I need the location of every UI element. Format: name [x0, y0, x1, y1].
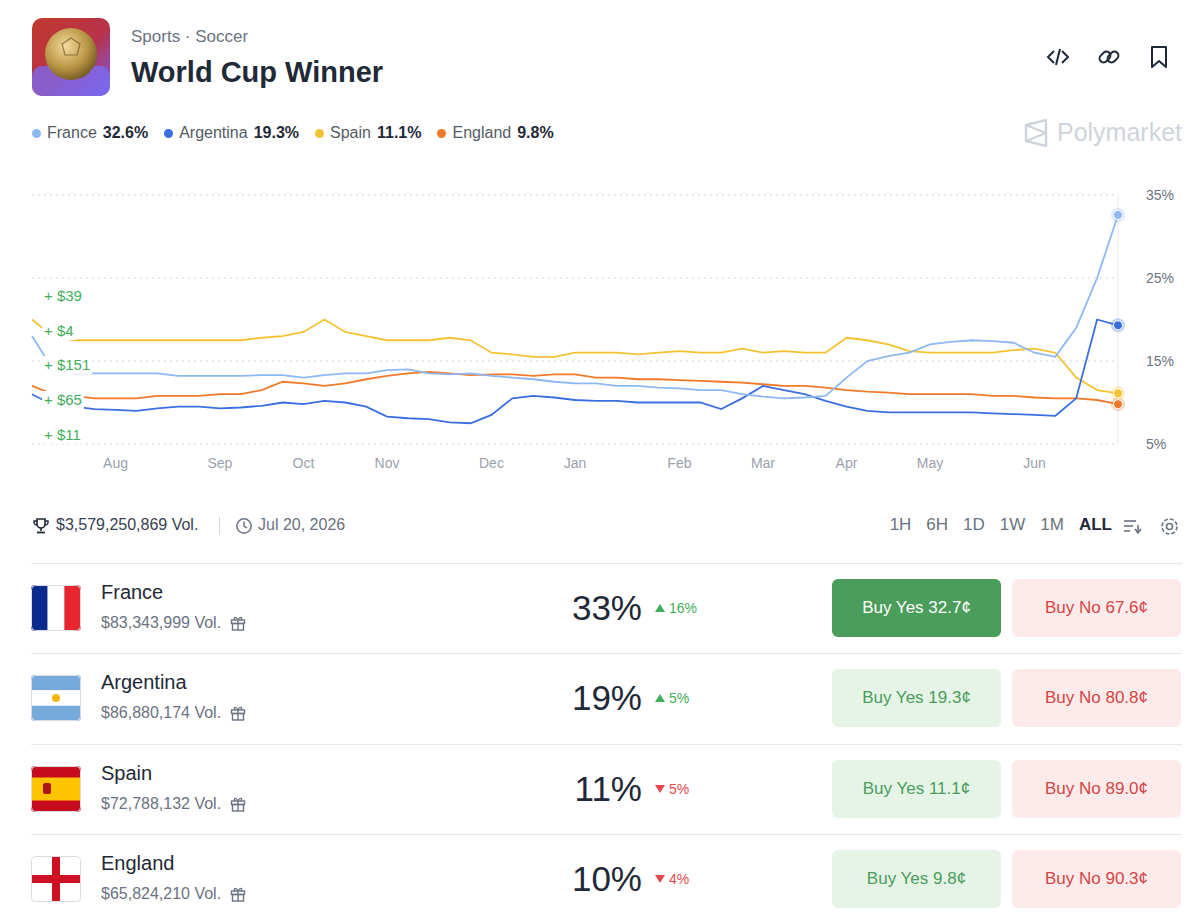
- svg-text:Jan: Jan: [564, 455, 587, 471]
- svg-text:35%: 35%: [1146, 187, 1174, 203]
- html-text:11.1%: 11.1%: [377, 124, 422, 141]
- svg-text:Sep: Sep: [208, 455, 233, 471]
- svg-text:Oct: Oct: [293, 455, 315, 471]
- svg-text:May: May: [917, 455, 943, 471]
- html-text:+ $4: + $4: [44, 321, 74, 339]
- html-text:England 9.8%: England 9.8%: [452, 124, 554, 141]
- svg-text:Feb: Feb: [667, 455, 691, 471]
- html-text:England: England: [101, 852, 175, 875]
- html-text:France 32.6%: France 32.6%: [47, 124, 149, 141]
- svg-text:15%: 15%: [1146, 353, 1174, 369]
- html-text:Buy Yes 11.1¢: Buy Yes 11.1¢: [862, 778, 971, 798]
- html-text:10%: 10%: [571, 859, 642, 899]
- svg-text:25%: 25%: [1146, 270, 1174, 286]
- svg-text:Apr: Apr: [836, 455, 858, 471]
- html-text:4%: 4%: [669, 871, 690, 888]
- svg-text:Jun: Jun: [1023, 455, 1046, 471]
- svg-text:Dec: Dec: [479, 455, 504, 471]
- html-text:$65,824,210 Vol.: $65,824,210 Vol.: [101, 885, 222, 903]
- svg-text:Mar: Mar: [751, 455, 775, 471]
- html-text:ALL: ALL: [1079, 515, 1112, 534]
- html-text:19%: 19%: [571, 678, 642, 718]
- html-text:Spain: Spain: [101, 761, 153, 784]
- html-text:11%: 11%: [574, 768, 642, 808]
- html-text:Argentina: Argentina: [101, 671, 187, 694]
- html-text:1M: 1M: [1040, 515, 1064, 534]
- html-text:Buy No 89.0¢: Buy No 89.0¢: [1045, 778, 1148, 798]
- html-text:Buy Yes 9.8¢: Buy Yes 9.8¢: [866, 869, 967, 889]
- html-text:Spain: Spain: [330, 124, 371, 141]
- html-text:5%: 5%: [669, 690, 690, 707]
- html-text:Buy No 67.6¢: Buy No 67.6¢: [1045, 598, 1148, 617]
- html-text:+ $39: + $39: [44, 287, 82, 304]
- html-text:+ $151: + $151: [44, 356, 91, 374]
- html-text:1W: 1W: [999, 515, 1026, 534]
- html-text:Buy No 90.3¢: Buy No 90.3¢: [1045, 869, 1148, 889]
- html-text:Argentina 19.3%: Argentina 19.3%: [179, 124, 299, 141]
- svg-text:Aug: Aug: [103, 455, 128, 471]
- html-text:$72,788,132 Vol.: $72,788,132 Vol.: [101, 794, 222, 812]
- html-text:Buy No 80.8¢: Buy No 80.8¢: [1045, 688, 1148, 708]
- html-text:Jul 20, 2026: Jul 20, 2026: [258, 516, 346, 533]
- html-text:Polymarket: Polymarket: [1057, 118, 1182, 146]
- html-text:Buy Yes 19.3¢: Buy Yes 19.3¢: [862, 688, 971, 708]
- html-text:$86,880,174 Vol.: $86,880,174 Vol.: [101, 704, 222, 722]
- html-text:Buy Yes 32.7¢: Buy Yes 32.7¢: [862, 598, 971, 617]
- html-text:1D: 1D: [963, 515, 985, 534]
- html-text:France: France: [101, 581, 164, 603]
- svg-text:5%: 5%: [1146, 436, 1166, 452]
- html-text:6H: 6H: [926, 515, 949, 534]
- html-text:$83,343,999 Vol.: $83,343,999 Vol.: [101, 614, 222, 631]
- svg-text:Nov: Nov: [375, 455, 400, 471]
- html-text:World Cup Winner: World Cup Winner: [131, 56, 384, 88]
- html-text:+ $11: + $11: [44, 425, 81, 443]
- html-text:33%: 33%: [571, 588, 642, 627]
- html-text:1H: 1H: [889, 515, 912, 534]
- html-text:5%: 5%: [669, 780, 690, 797]
- html-text:Sports · Soccer: Sports · Soccer: [131, 27, 249, 46]
- html-text:+ $65: + $65: [44, 391, 82, 409]
- html-text:$3,579,250,869 Vol.: $3,579,250,869 Vol.: [56, 516, 199, 533]
- html-text:16%: 16%: [669, 600, 697, 616]
